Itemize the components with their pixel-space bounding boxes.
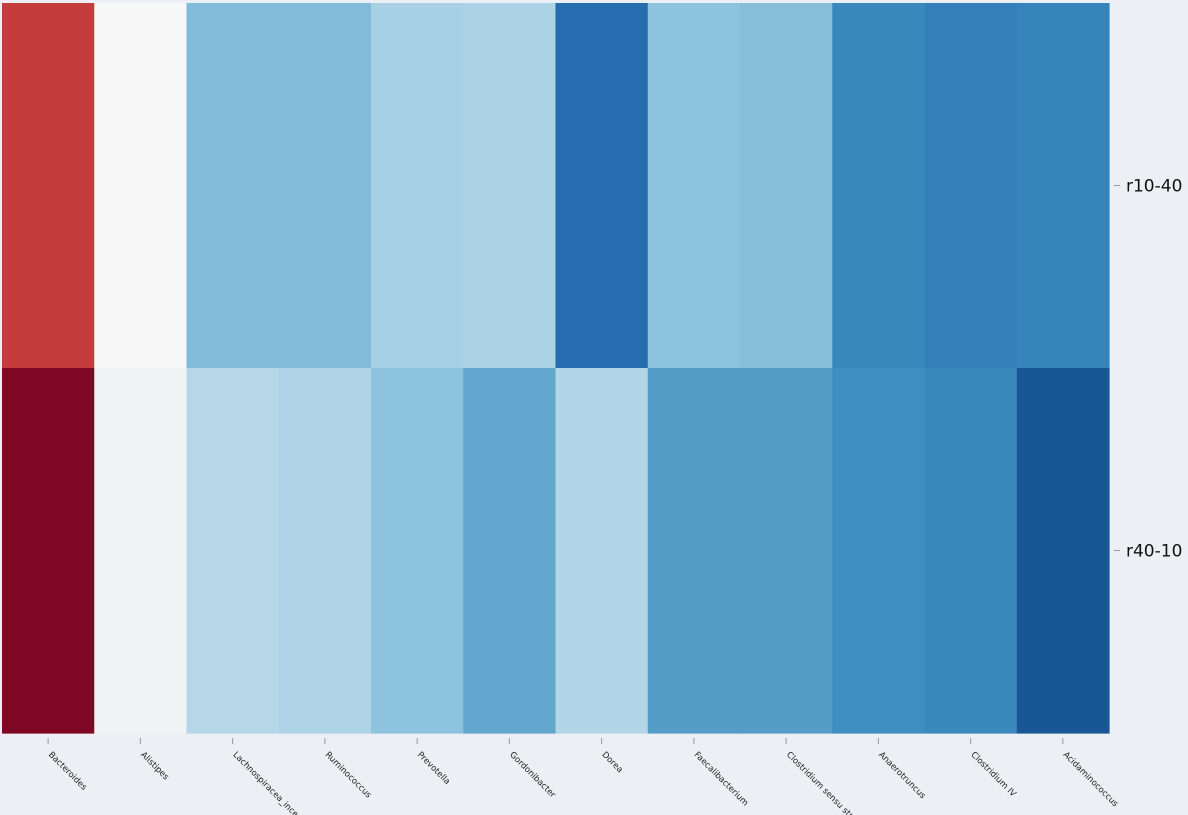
heatmap-cell — [740, 3, 833, 369]
heatmap-cell — [371, 368, 464, 734]
heatmap-cell — [94, 3, 188, 369]
heatmap-cell — [371, 3, 464, 369]
heatmap-cell — [740, 368, 833, 734]
x-tick-label: Gordonibacter — [507, 750, 557, 800]
y-tick-label: r40-10 — [1126, 542, 1182, 562]
heatmap-cell — [186, 368, 280, 734]
heatmap-cell — [2, 3, 95, 369]
heatmap-cell — [924, 368, 1018, 734]
x-tick-label: Bacteroides — [46, 750, 89, 793]
x-tick-label: Prevotella — [415, 750, 452, 787]
heatmap-cell — [832, 368, 926, 734]
heatmap-cell — [555, 3, 649, 369]
x-tick-label: Faecalibacterium — [692, 750, 750, 808]
heatmap-cell — [647, 3, 741, 369]
heatmap-cell — [463, 368, 557, 734]
heatmap-cell — [1016, 368, 1110, 734]
heatmap-cell — [186, 3, 280, 369]
heatmap-cell — [94, 368, 188, 734]
x-tick-label: Ruminococcus — [323, 750, 374, 801]
heatmap-cell — [278, 368, 372, 734]
x-tick-label: Clostridium sensu str — [784, 750, 855, 815]
heatmap-cell — [924, 3, 1018, 369]
heatmap-cell — [555, 368, 649, 734]
x-tick-label: Acidaminococcus — [1061, 750, 1120, 809]
heatmap-cell — [2, 368, 95, 734]
heatmap-cell — [647, 368, 741, 734]
x-tick-label: Lachnospiracea_incer — [231, 750, 303, 815]
heatmap-cell — [463, 3, 557, 369]
x-tick-label: Dorea — [600, 750, 625, 775]
heatmap-cell — [278, 3, 372, 369]
x-tick-label: Anaerotruncus — [876, 750, 927, 801]
x-tick-label: Alistipes — [138, 750, 171, 783]
y-tick-label: r10-40 — [1126, 177, 1182, 197]
heatmap-cell — [832, 3, 926, 369]
x-tick-label: Clostridium IV — [969, 750, 1018, 799]
heatmap-cell — [1016, 3, 1110, 369]
